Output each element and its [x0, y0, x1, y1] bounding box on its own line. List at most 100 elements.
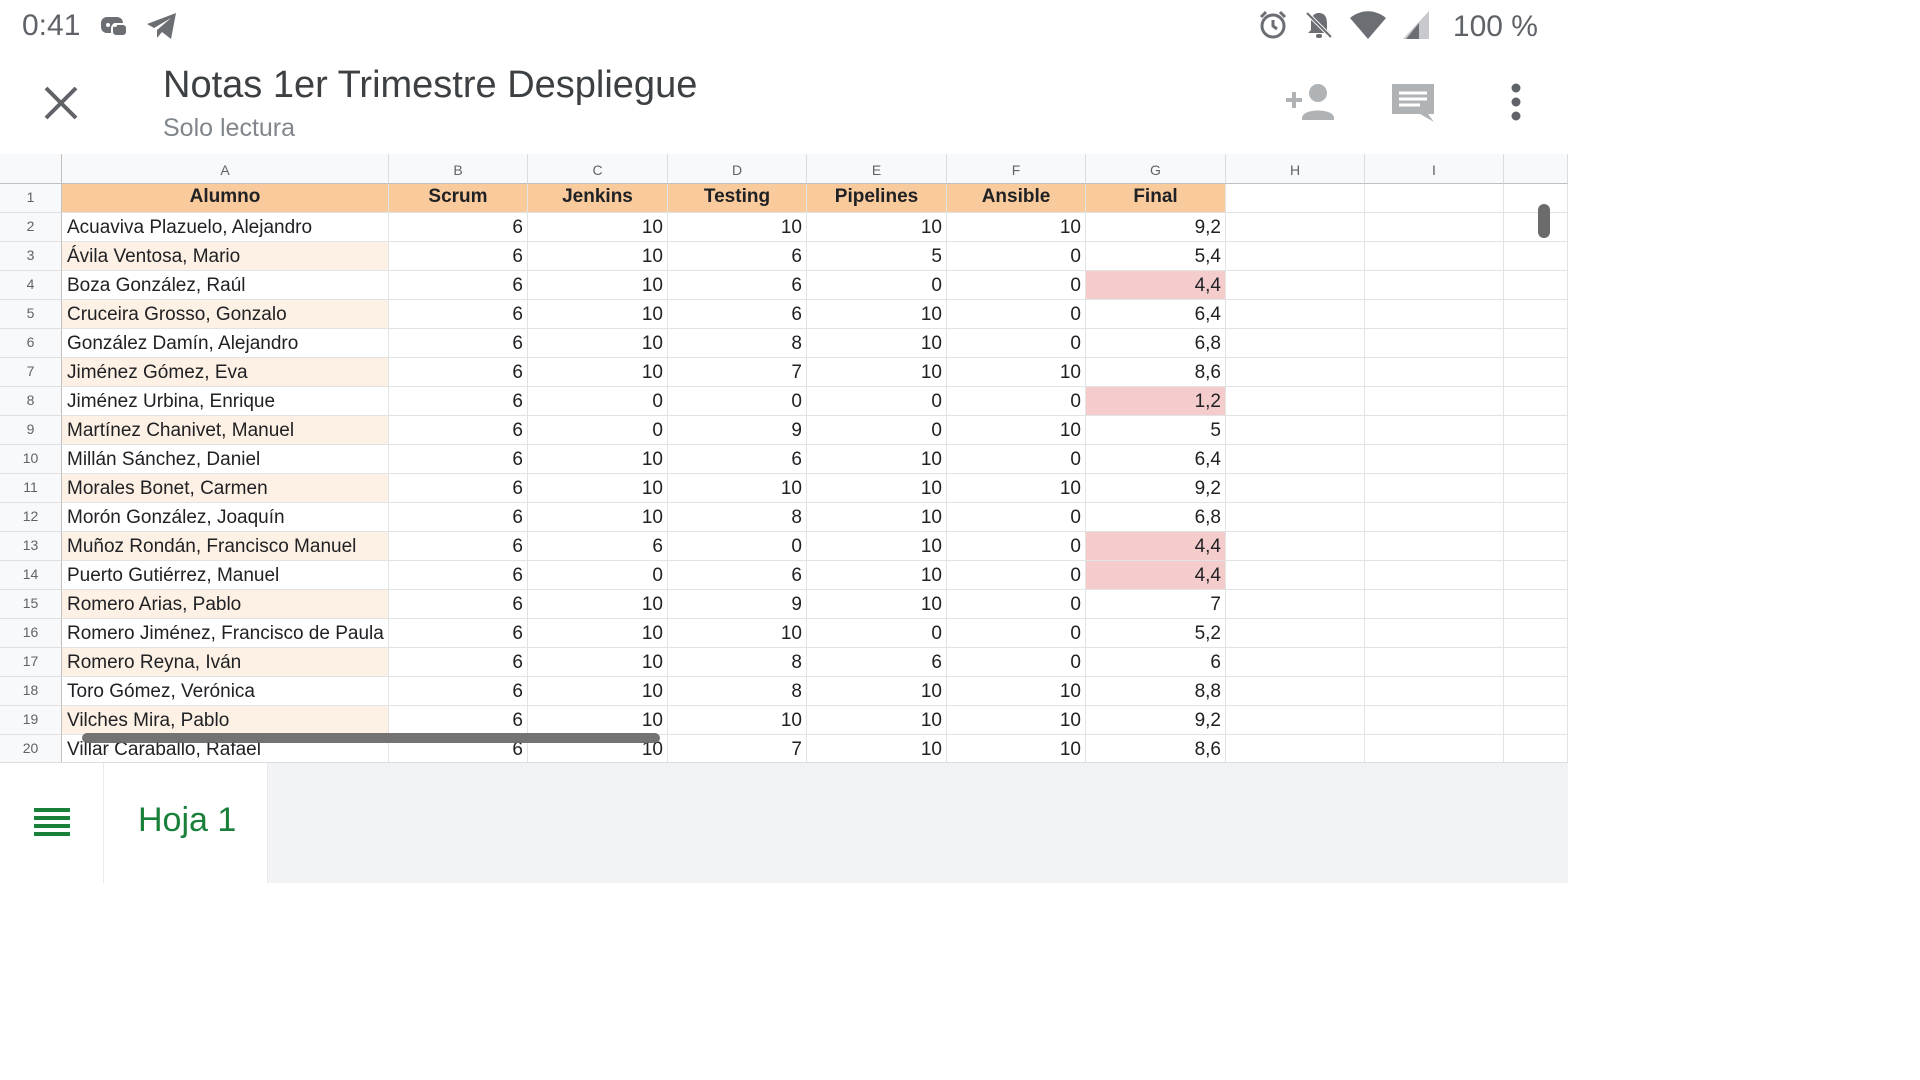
- final-grade-cell[interactable]: 8,6: [1086, 358, 1226, 387]
- final-grade-cell[interactable]: 9,2: [1086, 474, 1226, 503]
- grade-cell[interactable]: 0: [947, 445, 1086, 474]
- row-number[interactable]: 2: [0, 213, 62, 242]
- student-name-cell[interactable]: Millán Sánchez, Daniel: [62, 445, 389, 474]
- grade-cell[interactable]: 0: [947, 561, 1086, 590]
- cell-empty[interactable]: [1365, 532, 1504, 561]
- grade-cell[interactable]: 10: [528, 242, 668, 271]
- student-name-cell[interactable]: Acuaviva Plazuelo, Alejandro: [62, 213, 389, 242]
- cell-empty[interactable]: [1365, 300, 1504, 329]
- grade-cell[interactable]: 10: [947, 474, 1086, 503]
- header-cell-scrum[interactable]: Scrum: [389, 184, 528, 213]
- final-grade-cell[interactable]: 6,8: [1086, 329, 1226, 358]
- grade-cell[interactable]: 0: [668, 532, 807, 561]
- cell-empty[interactable]: [1226, 358, 1365, 387]
- cell-empty[interactable]: [1365, 271, 1504, 300]
- cell-empty[interactable]: [1226, 445, 1365, 474]
- cell-empty[interactable]: [1504, 561, 1568, 590]
- student-name-cell[interactable]: Romero Jiménez, Francisco de Paula: [62, 619, 389, 648]
- row-number[interactable]: 13: [0, 532, 62, 561]
- student-name-cell[interactable]: González Damín, Alejandro: [62, 329, 389, 358]
- cell-empty[interactable]: [1365, 706, 1504, 735]
- cell-empty[interactable]: [1365, 561, 1504, 590]
- column-header-a[interactable]: A: [62, 154, 389, 184]
- student-name-cell[interactable]: Boza González, Raúl: [62, 271, 389, 300]
- cell-empty[interactable]: [1365, 213, 1504, 242]
- row-number[interactable]: 1: [0, 184, 62, 213]
- grade-cell[interactable]: 6: [389, 416, 528, 445]
- grade-cell[interactable]: 10: [807, 532, 947, 561]
- grade-cell[interactable]: 10: [528, 445, 668, 474]
- grade-cell[interactable]: 10: [807, 735, 947, 762]
- grade-cell[interactable]: 10: [807, 503, 947, 532]
- cell-empty[interactable]: [1226, 648, 1365, 677]
- grade-cell[interactable]: 10: [807, 706, 947, 735]
- final-grade-cell[interactable]: 5,4: [1086, 242, 1226, 271]
- share-button[interactable]: [1284, 80, 1338, 129]
- cell-empty[interactable]: [1504, 648, 1568, 677]
- final-grade-cell[interactable]: 9,2: [1086, 213, 1226, 242]
- grade-cell[interactable]: 0: [807, 416, 947, 445]
- grade-cell[interactable]: 0: [947, 329, 1086, 358]
- row-number[interactable]: 10: [0, 445, 62, 474]
- final-grade-cell[interactable]: 4,4: [1086, 532, 1226, 561]
- row-number[interactable]: 3: [0, 242, 62, 271]
- student-name-cell[interactable]: Jiménez Urbina, Enrique: [62, 387, 389, 416]
- cell-empty[interactable]: [1226, 387, 1365, 416]
- header-cell-jenkins[interactable]: Jenkins: [528, 184, 668, 213]
- grade-cell[interactable]: 0: [947, 503, 1086, 532]
- grade-cell[interactable]: 10: [947, 416, 1086, 445]
- grade-cell[interactable]: 10: [528, 474, 668, 503]
- cell-empty[interactable]: [1504, 358, 1568, 387]
- grade-cell[interactable]: 0: [947, 387, 1086, 416]
- sheet-tab-hoja-1[interactable]: Hoja 1: [104, 763, 268, 883]
- cell-empty[interactable]: [1504, 619, 1568, 648]
- grade-cell[interactable]: 10: [807, 300, 947, 329]
- student-name-cell[interactable]: Toro Gómez, Verónica: [62, 677, 389, 706]
- horizontal-scrollbar[interactable]: [82, 733, 660, 743]
- grade-cell[interactable]: 6: [389, 242, 528, 271]
- header-cell-testing[interactable]: Testing: [668, 184, 807, 213]
- final-grade-cell[interactable]: 6: [1086, 648, 1226, 677]
- grade-cell[interactable]: 10: [668, 706, 807, 735]
- cell-empty[interactable]: [1504, 503, 1568, 532]
- final-grade-cell[interactable]: 6,8: [1086, 503, 1226, 532]
- student-name-cell[interactable]: Muñoz Rondán, Francisco Manuel: [62, 532, 389, 561]
- grade-cell[interactable]: 7: [668, 735, 807, 762]
- comments-button[interactable]: [1390, 82, 1436, 131]
- student-name-cell[interactable]: Morales Bonet, Carmen: [62, 474, 389, 503]
- header-cell-ansible[interactable]: Ansible: [947, 184, 1086, 213]
- cell-empty[interactable]: [1504, 416, 1568, 445]
- cell-empty[interactable]: [1226, 416, 1365, 445]
- final-grade-cell[interactable]: 9,2: [1086, 706, 1226, 735]
- column-header-b[interactable]: B: [389, 154, 528, 184]
- grade-cell[interactable]: 10: [528, 619, 668, 648]
- cell-empty[interactable]: [1365, 619, 1504, 648]
- cell-empty[interactable]: [1365, 387, 1504, 416]
- grade-cell[interactable]: 6: [668, 561, 807, 590]
- student-name-cell[interactable]: Jiménez Gómez, Eva: [62, 358, 389, 387]
- cell-empty[interactable]: [1365, 184, 1504, 213]
- final-grade-cell[interactable]: 6,4: [1086, 300, 1226, 329]
- column-header-i[interactable]: I: [1365, 154, 1504, 184]
- student-name-cell[interactable]: Villar Caraballo, Rafael: [62, 735, 389, 762]
- grade-cell[interactable]: 10: [528, 503, 668, 532]
- grade-cell[interactable]: 10: [668, 619, 807, 648]
- grade-cell[interactable]: 0: [947, 619, 1086, 648]
- final-grade-cell[interactable]: 1,2: [1086, 387, 1226, 416]
- student-name-cell[interactable]: Romero Reyna, Iván: [62, 648, 389, 677]
- cell-empty[interactable]: [1504, 300, 1568, 329]
- grade-cell[interactable]: 8: [668, 329, 807, 358]
- cell-empty[interactable]: [1504, 677, 1568, 706]
- sheets-list-button[interactable]: [0, 763, 104, 883]
- grade-cell[interactable]: 0: [528, 416, 668, 445]
- grade-cell[interactable]: 6: [389, 735, 528, 762]
- grade-cell[interactable]: 10: [807, 329, 947, 358]
- grade-cell[interactable]: 10: [947, 735, 1086, 762]
- grade-cell[interactable]: 6: [389, 648, 528, 677]
- grade-cell[interactable]: 6: [389, 271, 528, 300]
- grade-cell[interactable]: 10: [528, 735, 668, 762]
- grade-cell[interactable]: 10: [528, 648, 668, 677]
- final-grade-cell[interactable]: 7: [1086, 590, 1226, 619]
- grade-cell[interactable]: 6: [389, 619, 528, 648]
- student-name-cell[interactable]: Martínez Chanivet, Manuel: [62, 416, 389, 445]
